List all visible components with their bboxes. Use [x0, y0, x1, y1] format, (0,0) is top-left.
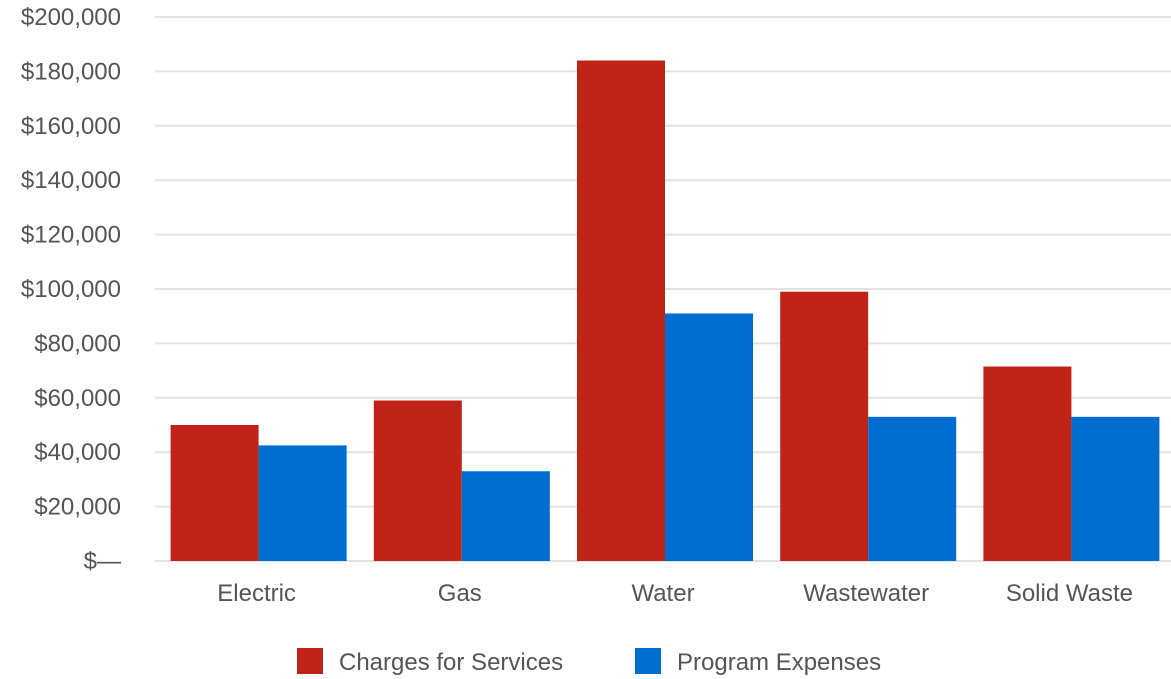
bar-charges-wastewater — [780, 291, 869, 561]
y-tick-label: $60,000 — [34, 385, 121, 412]
bar-charges-solid-waste — [983, 366, 1072, 561]
bar-expenses-wastewater — [868, 416, 957, 561]
x-tick-label: Electric — [217, 580, 296, 607]
y-tick-label: $20,000 — [34, 494, 121, 521]
bar-expenses-electric — [258, 445, 347, 561]
bar-expenses-solid-waste — [1071, 416, 1160, 561]
legend: Charges for Services Program Expenses — [297, 648, 881, 676]
y-tick-label: $100,000 — [21, 276, 121, 303]
y-tick-label: $200,000 — [21, 4, 121, 31]
x-tick-label: Gas — [438, 580, 482, 607]
bar-charges-gas — [373, 400, 462, 561]
legend-swatch — [297, 648, 323, 674]
bar-charges-water — [577, 60, 665, 562]
bar-expenses-gas — [461, 471, 550, 561]
y-tick-label: $— — [84, 548, 121, 575]
x-axis: Electric Gas Water Wastewater Solid Waste — [217, 580, 1133, 607]
y-tick-label: $180,000 — [21, 58, 121, 85]
legend-label: Program Expenses — [677, 649, 881, 676]
legend-swatch — [635, 648, 661, 674]
y-tick-label: $160,000 — [21, 113, 121, 140]
y-axis: $— $20,000 $40,000 $60,000 $80,000 $100,000 $1… — [21, 4, 121, 575]
y-tick-label: $80,000 — [34, 330, 121, 357]
y-tick-label: $120,000 — [21, 222, 121, 249]
bars — [170, 60, 1160, 562]
legend-label: Charges for Services — [339, 649, 563, 676]
x-tick-label: Water — [631, 580, 694, 607]
x-tick-label: Solid Waste — [1006, 580, 1133, 607]
y-tick-label: $40,000 — [34, 439, 121, 466]
y-tick-label: $140,000 — [21, 167, 121, 194]
bar-charges-electric — [170, 425, 259, 561]
x-tick-label: Wastewater — [803, 580, 929, 607]
bar-expenses-water — [665, 313, 753, 561]
